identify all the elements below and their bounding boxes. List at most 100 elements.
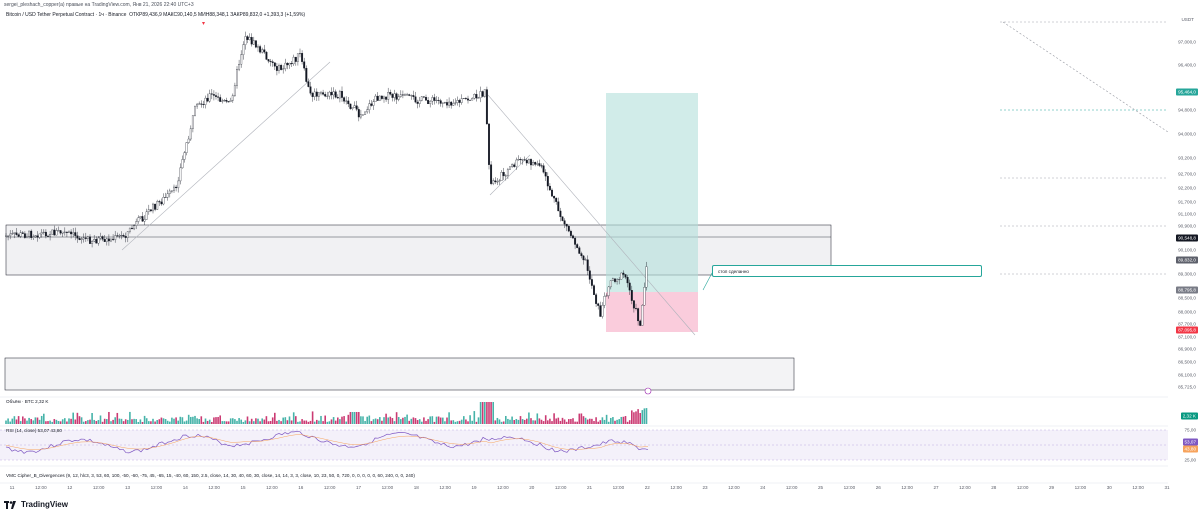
- candle-body: [15, 232, 18, 235]
- candle-body: [523, 159, 526, 161]
- candle-body: [635, 308, 637, 309]
- volume-bar: [242, 421, 245, 424]
- candle-body: [479, 91, 482, 99]
- candle-body: [76, 235, 79, 239]
- candle-body: [626, 277, 629, 284]
- candle-body: [538, 163, 541, 166]
- volume-bar: [328, 421, 331, 424]
- volume-tag: 2,32 K: [1180, 412, 1198, 420]
- tradingview-logo[interactable]: TradingView: [4, 500, 68, 509]
- rsi-title[interactable]: RSI (14, close) 53,07 43,80: [6, 428, 62, 433]
- volume-bar: [257, 418, 259, 424]
- candle-body: [7, 235, 10, 237]
- candle-body: [196, 103, 199, 107]
- chart-note[interactable]: стоп сделанно: [712, 265, 982, 277]
- candle-body: [212, 94, 215, 96]
- candle-body: [135, 221, 138, 226]
- volume-bar: [607, 421, 610, 424]
- time-axis[interactable]: 11 12:00 12 12:00 13 12:00 14 12:00 15 12:00 16 12:…: [0, 483, 1170, 495]
- candle-body: [412, 95, 415, 97]
- volume-bar: [376, 419, 379, 424]
- volume-bar: [509, 419, 511, 424]
- volume-bar: [517, 419, 520, 424]
- candle-body: [435, 99, 438, 101]
- candle-body: [17, 234, 20, 237]
- candle-body: [160, 201, 163, 205]
- volume-bar: [580, 413, 583, 424]
- candle-body: [263, 49, 266, 53]
- volume-bar: [572, 418, 574, 424]
- time-label: 24: [760, 485, 766, 490]
- candle-body: [126, 231, 129, 238]
- volume-bar: [616, 419, 618, 424]
- candle-body: [219, 97, 222, 102]
- volume-bar: [442, 417, 444, 424]
- volume-bar: [391, 418, 394, 424]
- candle-body: [122, 235, 125, 237]
- volume-bar: [236, 420, 238, 424]
- price-label: 86,500,0: [1178, 359, 1196, 365]
- volume-bar: [475, 421, 478, 424]
- volume-bar: [431, 416, 434, 424]
- time-label: 12:00: [554, 485, 567, 490]
- volume-bar: [437, 416, 440, 424]
- candle-body: [630, 290, 633, 301]
- candle-body: [147, 209, 150, 212]
- volume-bar: [465, 419, 467, 424]
- candle-body: [286, 62, 289, 66]
- candle-body: [284, 62, 287, 69]
- symbol-name[interactable]: Bitcoin / USD Tether Perpetual Contract …: [6, 12, 127, 18]
- candle-body: [408, 94, 411, 96]
- candle-body: [89, 236, 91, 244]
- candle-body: [137, 217, 140, 222]
- candle-body: [49, 234, 52, 237]
- volume-bar: [463, 416, 465, 424]
- volume-bar: [435, 416, 438, 424]
- price-label: 85,725,0: [1178, 384, 1196, 390]
- volume-bar: [217, 416, 219, 424]
- candle-body: [504, 175, 507, 177]
- candle-body: [59, 230, 62, 234]
- time-label: 11: [9, 485, 15, 490]
- candle-body: [410, 95, 413, 97]
- volume-bar: [183, 421, 186, 424]
- price-label: 96,400,0: [1178, 62, 1196, 68]
- volume-bar: [433, 421, 436, 424]
- candle-body: [404, 94, 406, 96]
- volume-bar: [494, 420, 497, 424]
- main-chart[interactable]: [0, 0, 1168, 495]
- time-label: 12:00: [323, 485, 336, 490]
- candle-body: [628, 282, 631, 291]
- volume-bar: [95, 421, 98, 424]
- volume-bar: [448, 412, 450, 424]
- price-axis[interactable]: 97,000,0 96,400,0 95,464,0 94,800,0 94,000,0…: [1168, 0, 1200, 500]
- volume-bar: [148, 421, 150, 424]
- volume-bar: [460, 419, 463, 424]
- volume-bar: [603, 419, 606, 424]
- candle-body: [82, 237, 85, 240]
- candle-body: [347, 100, 350, 105]
- volume-bar: [418, 419, 421, 424]
- volume-bar: [19, 421, 22, 424]
- candle-body: [483, 89, 486, 97]
- candle-body: [374, 95, 377, 102]
- volume-title[interactable]: Объём · BTC 2,32 K: [6, 399, 49, 404]
- candle-body: [78, 238, 81, 240]
- candle-body: [380, 95, 383, 99]
- volume-bar: [406, 414, 408, 424]
- volume-bar: [360, 416, 362, 424]
- volume-bar: [297, 421, 299, 424]
- candle-body: [294, 56, 297, 62]
- candle-body: [532, 162, 535, 166]
- candle-body: [133, 225, 136, 230]
- volume-bar: [82, 421, 85, 424]
- symbol-legend[interactable]: Bitcoin / USD Tether Perpetual Contract …: [6, 12, 305, 18]
- candle-body: [324, 94, 327, 97]
- vmc-title[interactable]: VMC Cipher_B_Divergences (9, 12, hlc3, 3…: [6, 473, 415, 478]
- candle-body: [227, 101, 230, 103]
- candle-body: [152, 203, 154, 212]
- volume-bar: [486, 402, 488, 424]
- volume-bar: [395, 412, 398, 424]
- price-tag-target: 95,464,0: [1176, 88, 1198, 96]
- volume-bar: [244, 420, 247, 424]
